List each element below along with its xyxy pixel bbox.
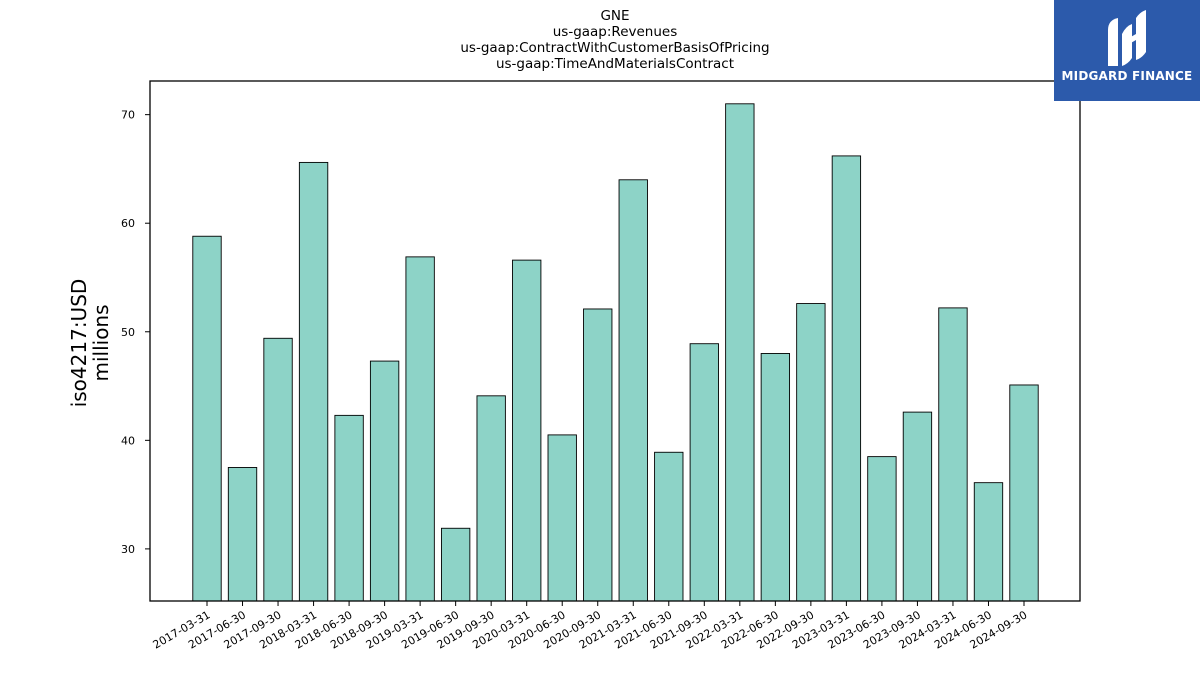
bar (583, 308, 613, 602)
chart-title-line: us-gaap:Revenues (553, 24, 678, 40)
y-axis-label-line: iso4217:USD (67, 279, 91, 408)
midgard-finance-logo: MIDGARD FINANCE (1054, 0, 1200, 101)
bar (547, 434, 577, 602)
bar (512, 259, 542, 602)
y-tick-label: 60 (121, 217, 135, 230)
y-axis-label: iso4217:USD millions (67, 279, 113, 408)
bar (938, 307, 968, 602)
bar (654, 451, 684, 602)
bar (760, 353, 791, 602)
bar (902, 411, 933, 602)
bar (725, 103, 755, 602)
y-tick-label: 30 (121, 543, 135, 556)
midgard-logo-icon (1108, 10, 1146, 66)
chart-title: GNE us-gaap:Revenues us-gaap:ContractWit… (460, 8, 769, 72)
bar (405, 256, 435, 602)
bar (298, 161, 329, 602)
bar (867, 456, 897, 602)
bar (227, 467, 258, 602)
bar (334, 414, 364, 602)
bar (796, 303, 826, 602)
chart-title-line: us-gaap:TimeAndMaterialsContract (496, 56, 734, 72)
chart-title-line: GNE (600, 8, 629, 24)
y-tick-label: 70 (121, 109, 135, 122)
bar (476, 395, 506, 602)
y-tick-label: 50 (121, 326, 135, 339)
plot-frame (149, 80, 1081, 602)
bar (192, 235, 222, 602)
bar-series (192, 103, 1039, 602)
bar (1009, 384, 1039, 602)
bar (831, 155, 862, 602)
bar (369, 360, 400, 602)
y-axis-ticks: 30 40 50 60 70 (121, 109, 150, 556)
chart-title-line: us-gaap:ContractWithCustomerBasisOfPrici… (460, 40, 769, 56)
logo-text: MIDGARD FINANCE (1061, 69, 1193, 83)
x-axis-ticks: 2017-03-312017-06-302017-09-302018-03-31… (151, 601, 1030, 652)
bar (618, 179, 648, 602)
y-axis-label-line: millions (89, 304, 113, 381)
bar (263, 337, 293, 602)
bar (440, 527, 471, 602)
bar (973, 482, 1004, 602)
y-tick-label: 40 (121, 434, 135, 447)
bar (689, 343, 719, 602)
